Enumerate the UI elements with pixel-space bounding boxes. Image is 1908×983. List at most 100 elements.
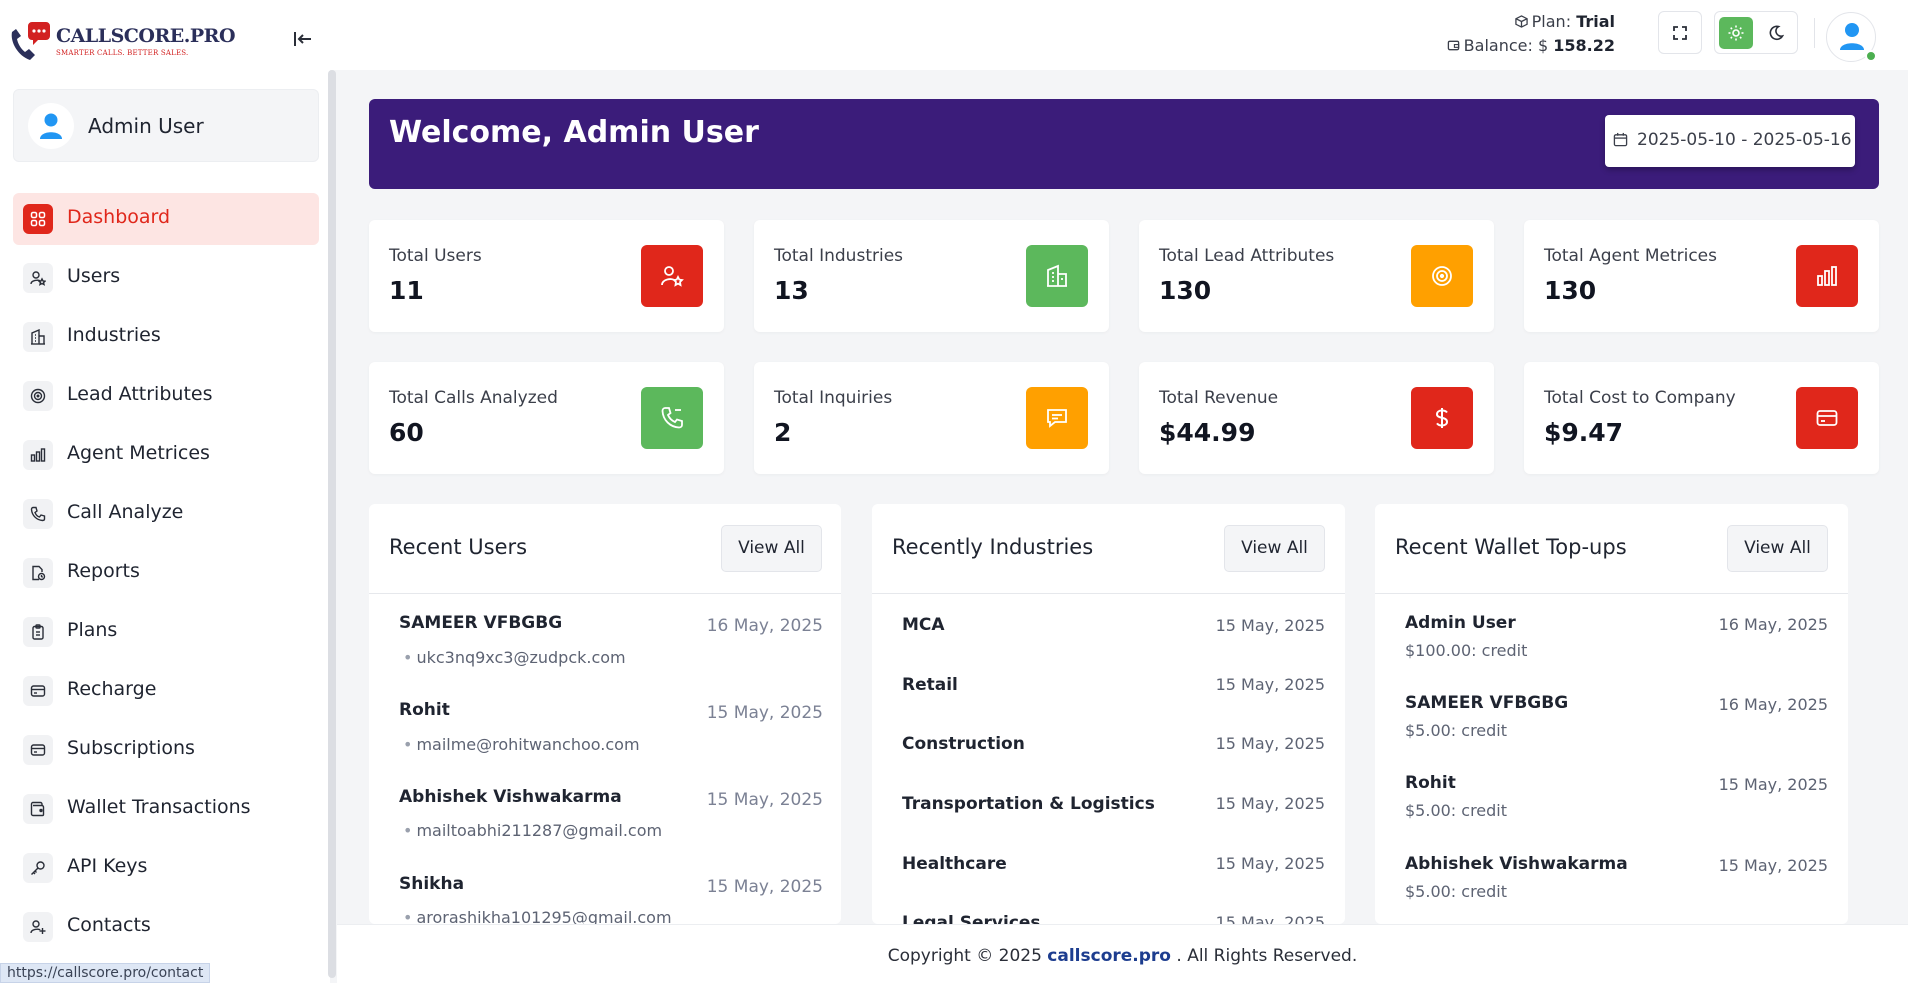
industry-date: 15 May, 2025 — [1215, 854, 1325, 873]
stat-value: 60 — [389, 418, 424, 447]
sidebar-item-label: Contacts — [67, 914, 151, 936]
panel-title: Recently Industries — [892, 535, 1094, 559]
stat-card-total-lead-attributes: Total Lead Attributes 130 — [1139, 220, 1494, 332]
stat-label: Total Cost to Company — [1544, 388, 1736, 408]
sidebar-item-contacts[interactable]: Contacts — [13, 901, 319, 953]
sidebar-item-plans[interactable]: Plans — [13, 606, 319, 658]
topup-user-name: Admin User — [1405, 613, 1516, 633]
balance-value: 158.22 — [1553, 36, 1615, 55]
user-star-icon — [641, 245, 703, 307]
user-date: 16 May, 2025 — [706, 616, 823, 636]
light-mode-button[interactable] — [1719, 17, 1753, 49]
user-email: • ukc3nq9xc3@zudpck.com — [403, 648, 626, 667]
sidebar-collapse-button[interactable] — [292, 29, 316, 49]
panel-header: Recently Industries View All — [872, 504, 1345, 594]
date-range-picker[interactable]: 2025-05-10 - 2025-05-16 — [1605, 115, 1855, 167]
recent-topups-view-all-button[interactable]: View All — [1727, 525, 1828, 572]
user-name: Shikha — [399, 874, 465, 894]
target-icon — [23, 381, 53, 411]
stat-value: 130 — [1159, 276, 1212, 305]
recent-industries-view-all-button[interactable]: View All — [1224, 525, 1325, 572]
stat-value: $44.99 — [1159, 418, 1256, 447]
panel-header: Recent Wallet Top-ups View All — [1375, 504, 1848, 594]
balance-currency: $ — [1537, 36, 1549, 55]
building-icon — [23, 322, 53, 352]
card-icon — [1796, 387, 1858, 449]
industry-name: Retail — [902, 675, 958, 695]
topup-user-name: Abhishek Vishwakarma — [1405, 854, 1628, 874]
stat-card-total-cost-to-company: Total Cost to Company $9.47 — [1524, 362, 1879, 474]
phone-icon — [23, 499, 53, 529]
fullscreen-button[interactable] — [1658, 11, 1702, 54]
plan-label: Plan: — [1531, 12, 1572, 31]
user-email: • mailtoabhi211287@gmail.com — [403, 821, 662, 840]
sidebar-item-label: Agent Metrices — [67, 442, 210, 464]
sidebar-item-call-analyze[interactable]: Call Analyze — [13, 488, 319, 540]
topup-amount: $100.00: credit — [1405, 641, 1528, 660]
collapse-left-icon — [294, 32, 311, 46]
dashboard-icon — [23, 204, 53, 234]
wallet-icon — [1447, 40, 1459, 51]
users-icon — [23, 263, 53, 293]
footer-site-link[interactable]: callscore.pro — [1047, 946, 1171, 966]
recent-users-panel: Recent Users View All SAMEER VFBGBG 16 M… — [369, 504, 841, 924]
stat-label: Total Lead Attributes — [1159, 246, 1335, 266]
plan-row: Plan: Trial — [1440, 10, 1615, 34]
stat-value: 13 — [774, 276, 809, 305]
sidebar-item-label: Reports — [67, 560, 140, 582]
balance-label: Balance: — [1463, 36, 1533, 55]
sidebar-avatar — [28, 103, 74, 149]
sidebar-item-label: Wallet Transactions — [67, 796, 251, 818]
sidebar-item-subscriptions[interactable]: Subscriptions — [13, 724, 319, 776]
sidebar-item-lead-attributes[interactable]: Lead Attributes — [13, 370, 319, 422]
balance-row: Balance: $ 158.22 — [1440, 34, 1615, 58]
sidebar-item-label: Call Analyze — [67, 501, 184, 523]
stat-label: Total Revenue — [1159, 388, 1279, 408]
bullet-icon: • — [403, 648, 413, 667]
sidebar-item-agent-metrices[interactable]: Agent Metrices — [13, 429, 319, 481]
sidebar-item-label: Plans — [67, 619, 118, 641]
industry-name: MCA — [902, 615, 945, 635]
user-date: 15 May, 2025 — [706, 790, 823, 810]
target-icon — [1411, 245, 1473, 307]
stat-label: Total Users — [389, 246, 482, 266]
user-email: • mailme@rohitwanchoo.com — [403, 735, 640, 754]
stat-value: 11 — [389, 276, 424, 305]
recent-users-view-all-button[interactable]: View All — [721, 525, 822, 572]
industry-name: Transportation & Logistics — [902, 794, 1155, 814]
stat-card-total-agent-metrices: Total Agent Metrices 130 — [1524, 220, 1879, 332]
card-icon — [23, 676, 53, 706]
sun-icon — [1728, 25, 1744, 41]
sidebar-user-name: Admin User — [88, 114, 204, 138]
sidebar-item-label: Lead Attributes — [67, 383, 213, 405]
bullet-icon: • — [403, 908, 413, 924]
industry-date: 15 May, 2025 — [1215, 794, 1325, 813]
recent-industries-panel: Recently Industries View All MCA 15 May,… — [872, 504, 1345, 924]
sidebar-item-wallet-transactions[interactable]: Wallet Transactions — [13, 783, 319, 835]
topup-user-name: SAMEER VFBGBG — [1405, 693, 1569, 713]
topup-date: 16 May, 2025 — [1718, 695, 1828, 714]
bar-chart-icon — [23, 440, 53, 470]
dark-mode-button[interactable] — [1759, 17, 1793, 49]
sidebar-item-recharge[interactable]: Recharge — [13, 665, 319, 717]
sidebar-user-card[interactable]: Admin User — [13, 89, 319, 162]
topup-amount: $5.00: credit — [1405, 801, 1508, 820]
sidebar-item-users[interactable]: Users — [13, 252, 319, 304]
sidebar-item-label: Dashboard — [67, 206, 171, 228]
user-menu-avatar[interactable] — [1826, 12, 1877, 62]
user-date: 15 May, 2025 — [706, 877, 823, 897]
sidebar-scrollbar[interactable] — [328, 70, 336, 978]
sidebar-item-api-keys[interactable]: API Keys — [13, 842, 319, 894]
sidebar-item-industries[interactable]: Industries — [13, 311, 319, 363]
sidebar-item-reports[interactable]: Reports — [13, 547, 319, 599]
contact-icon — [23, 912, 53, 942]
sidebar-item-dashboard[interactable]: Dashboard — [13, 193, 319, 245]
building-icon — [1026, 245, 1088, 307]
top-header — [0, 0, 1908, 70]
stat-label: Total Calls Analyzed — [389, 388, 558, 408]
topup-date: 15 May, 2025 — [1718, 856, 1828, 875]
sidebar-item-label: Users — [67, 265, 121, 287]
user-email-text: mailme@rohitwanchoo.com — [416, 735, 640, 754]
brand-logo[interactable]: CALLSCORE.PRO SMARTER CALLS. BETTER SALE… — [8, 18, 236, 66]
fullscreen-icon — [1673, 26, 1687, 40]
